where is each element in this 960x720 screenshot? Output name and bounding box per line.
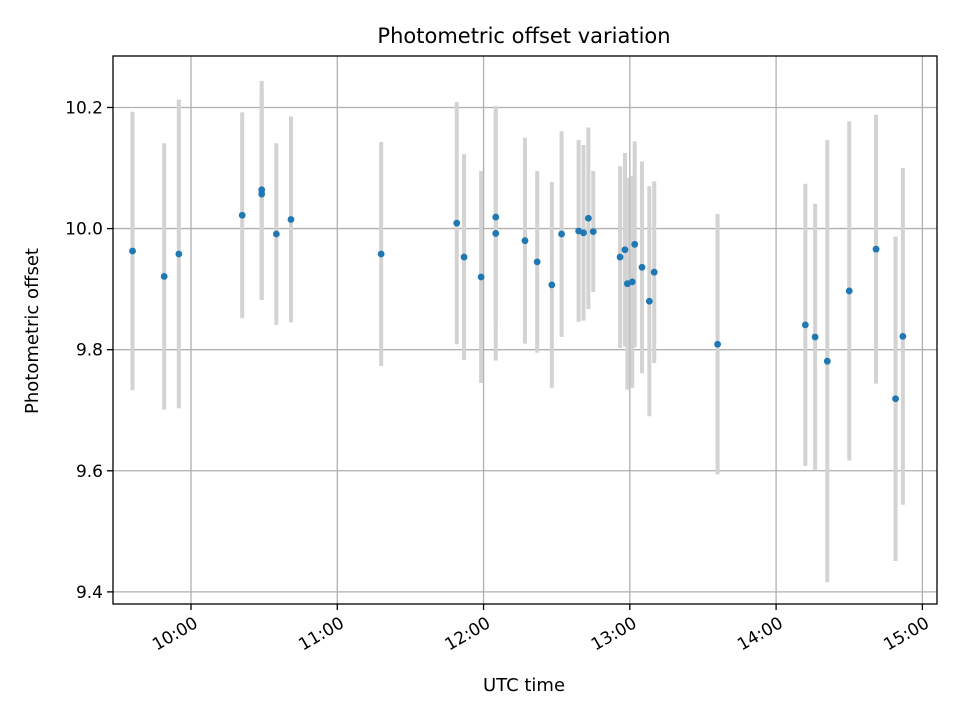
data-point [548, 281, 556, 289]
plot-area-frame [112, 55, 938, 605]
y-tick-label: 9.8 [76, 341, 103, 361]
data-point [492, 213, 500, 221]
data-point [238, 211, 246, 219]
data-points [129, 186, 907, 403]
y-tick-label: 10.0 [65, 220, 103, 240]
x-tick-label: 14:00 [734, 613, 786, 655]
x-axis-label: UTC time [483, 675, 565, 696]
data-point [492, 230, 500, 237]
data-point [801, 321, 809, 329]
y-axis-ticks: 9.4 9.6 9.8 10.0 10.2 [65, 98, 113, 603]
data-point [453, 219, 461, 227]
data-point [460, 253, 468, 261]
data-point [811, 333, 819, 341]
y-tick-label: 9.4 [76, 583, 103, 603]
x-tick-label: 13:00 [588, 613, 640, 655]
data-point [521, 237, 529, 245]
x-axis-ticks: 10:00 11:00 12:00 13:00 14:00 15:00 [149, 604, 933, 655]
data-point [558, 230, 565, 238]
data-point [628, 278, 636, 286]
data-point [650, 268, 658, 276]
data-point [638, 263, 646, 271]
x-tick-label: 10:00 [149, 613, 201, 655]
data-point [377, 250, 385, 258]
error-bars [130, 80, 905, 583]
data-point [287, 216, 295, 223]
data-point [616, 253, 624, 261]
data-point [621, 246, 629, 254]
data-point [645, 297, 653, 305]
data-point [160, 273, 168, 280]
y-axis-label: Photometric offset [22, 248, 43, 414]
grid [113, 56, 937, 604]
data-point [589, 228, 597, 236]
chart-title: Photometric offset variation [377, 24, 670, 48]
data-point [892, 395, 899, 403]
data-point [129, 247, 136, 255]
data-point [580, 229, 587, 237]
x-tick-label: 11:00 [295, 613, 347, 655]
y-tick-label: 9.6 [76, 462, 103, 482]
data-point [872, 245, 880, 253]
x-tick-label: 15:00 [880, 613, 932, 655]
data-point [258, 186, 266, 194]
data-point [714, 340, 721, 348]
data-point [631, 240, 639, 248]
data-point [845, 287, 853, 295]
data-point [823, 357, 831, 365]
data-point [584, 214, 592, 222]
data-point [175, 250, 183, 258]
data-point [477, 273, 485, 281]
data-point [272, 230, 280, 238]
data-point [899, 332, 907, 340]
x-tick-label: 12:00 [442, 613, 494, 655]
y-tick-label: 10.2 [65, 98, 103, 118]
data-point [533, 258, 541, 266]
